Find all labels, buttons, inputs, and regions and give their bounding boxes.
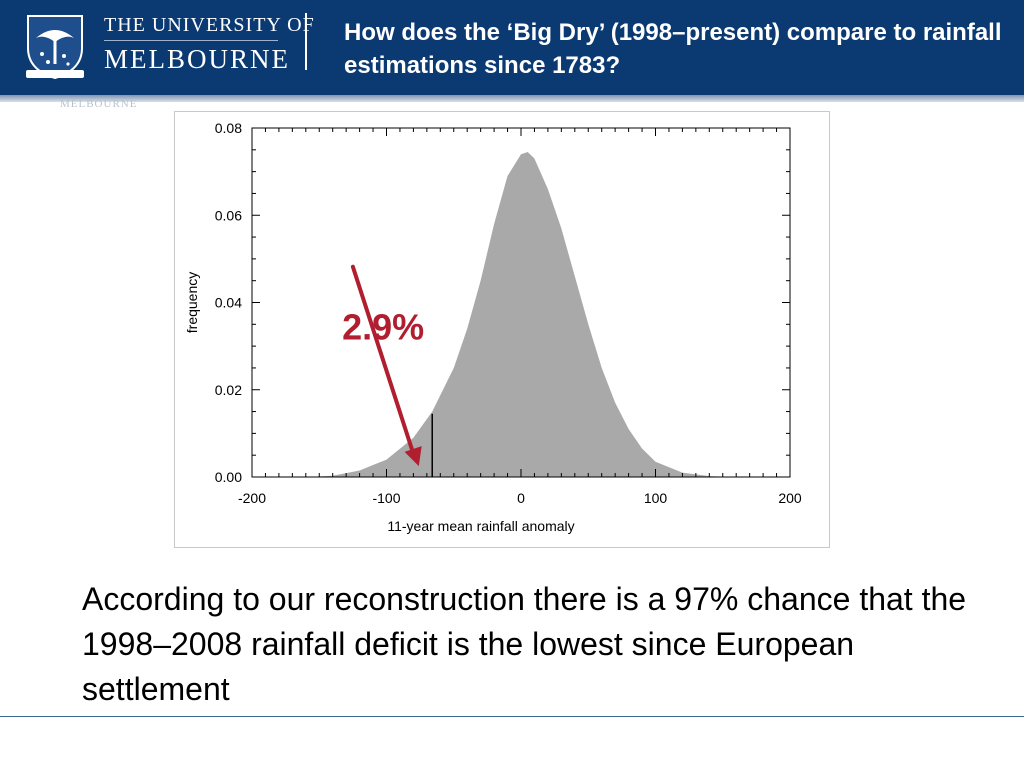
x-tick-label: 0 xyxy=(517,490,525,506)
university-name-divider xyxy=(104,40,278,41)
annotation-arrowhead xyxy=(404,446,422,467)
x-tick-label: -200 xyxy=(238,490,266,506)
y-tick-label: 0.02 xyxy=(215,382,242,398)
annotation-arrow xyxy=(350,264,417,461)
distribution-area xyxy=(252,152,790,477)
y-axis-label: frequency xyxy=(184,272,200,333)
y-tick-label: 0.08 xyxy=(215,120,242,136)
chart-frame: -200 -100 0 100 200 0.00 0.02 0.04 0.06 0.08 11-ye… xyxy=(174,111,830,548)
x-tick-label: 100 xyxy=(644,490,668,506)
slide-title: How does the ‘Big Dry’ (1998–present) co… xyxy=(344,19,1002,79)
header-band: THE UNIVERSITY OF MELBOURNE How does the… xyxy=(0,0,1024,95)
y-tick-label: 0.04 xyxy=(215,295,242,311)
university-name-line2: MELBOURNE xyxy=(104,44,290,74)
x-tick-label: 200 xyxy=(778,490,802,506)
watermark-text: MELBOURNE xyxy=(60,98,138,110)
header-divider xyxy=(305,13,307,70)
conclusion-text: According to our reconstruction there is… xyxy=(82,581,967,707)
university-crest-icon xyxy=(26,15,84,80)
y-tick-label: 0.00 xyxy=(215,469,242,485)
x-axis-label: 11-year mean rainfall anomaly xyxy=(387,518,574,534)
x-tick-label: -100 xyxy=(372,490,400,506)
y-tick-label: 0.06 xyxy=(215,207,242,223)
rainfall-anomaly-chart: -200 -100 0 100 200 0.00 0.02 0.04 0.06 0.08 11-ye… xyxy=(184,120,802,534)
university-name-line1: THE UNIVERSITY OF xyxy=(104,14,315,36)
footer-divider xyxy=(0,716,1024,717)
annotation-label: 2.9% xyxy=(342,307,424,348)
header-shadow xyxy=(0,95,1024,102)
